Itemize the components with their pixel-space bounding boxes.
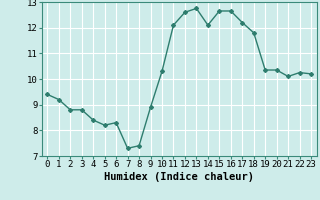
X-axis label: Humidex (Indice chaleur): Humidex (Indice chaleur) <box>104 172 254 182</box>
